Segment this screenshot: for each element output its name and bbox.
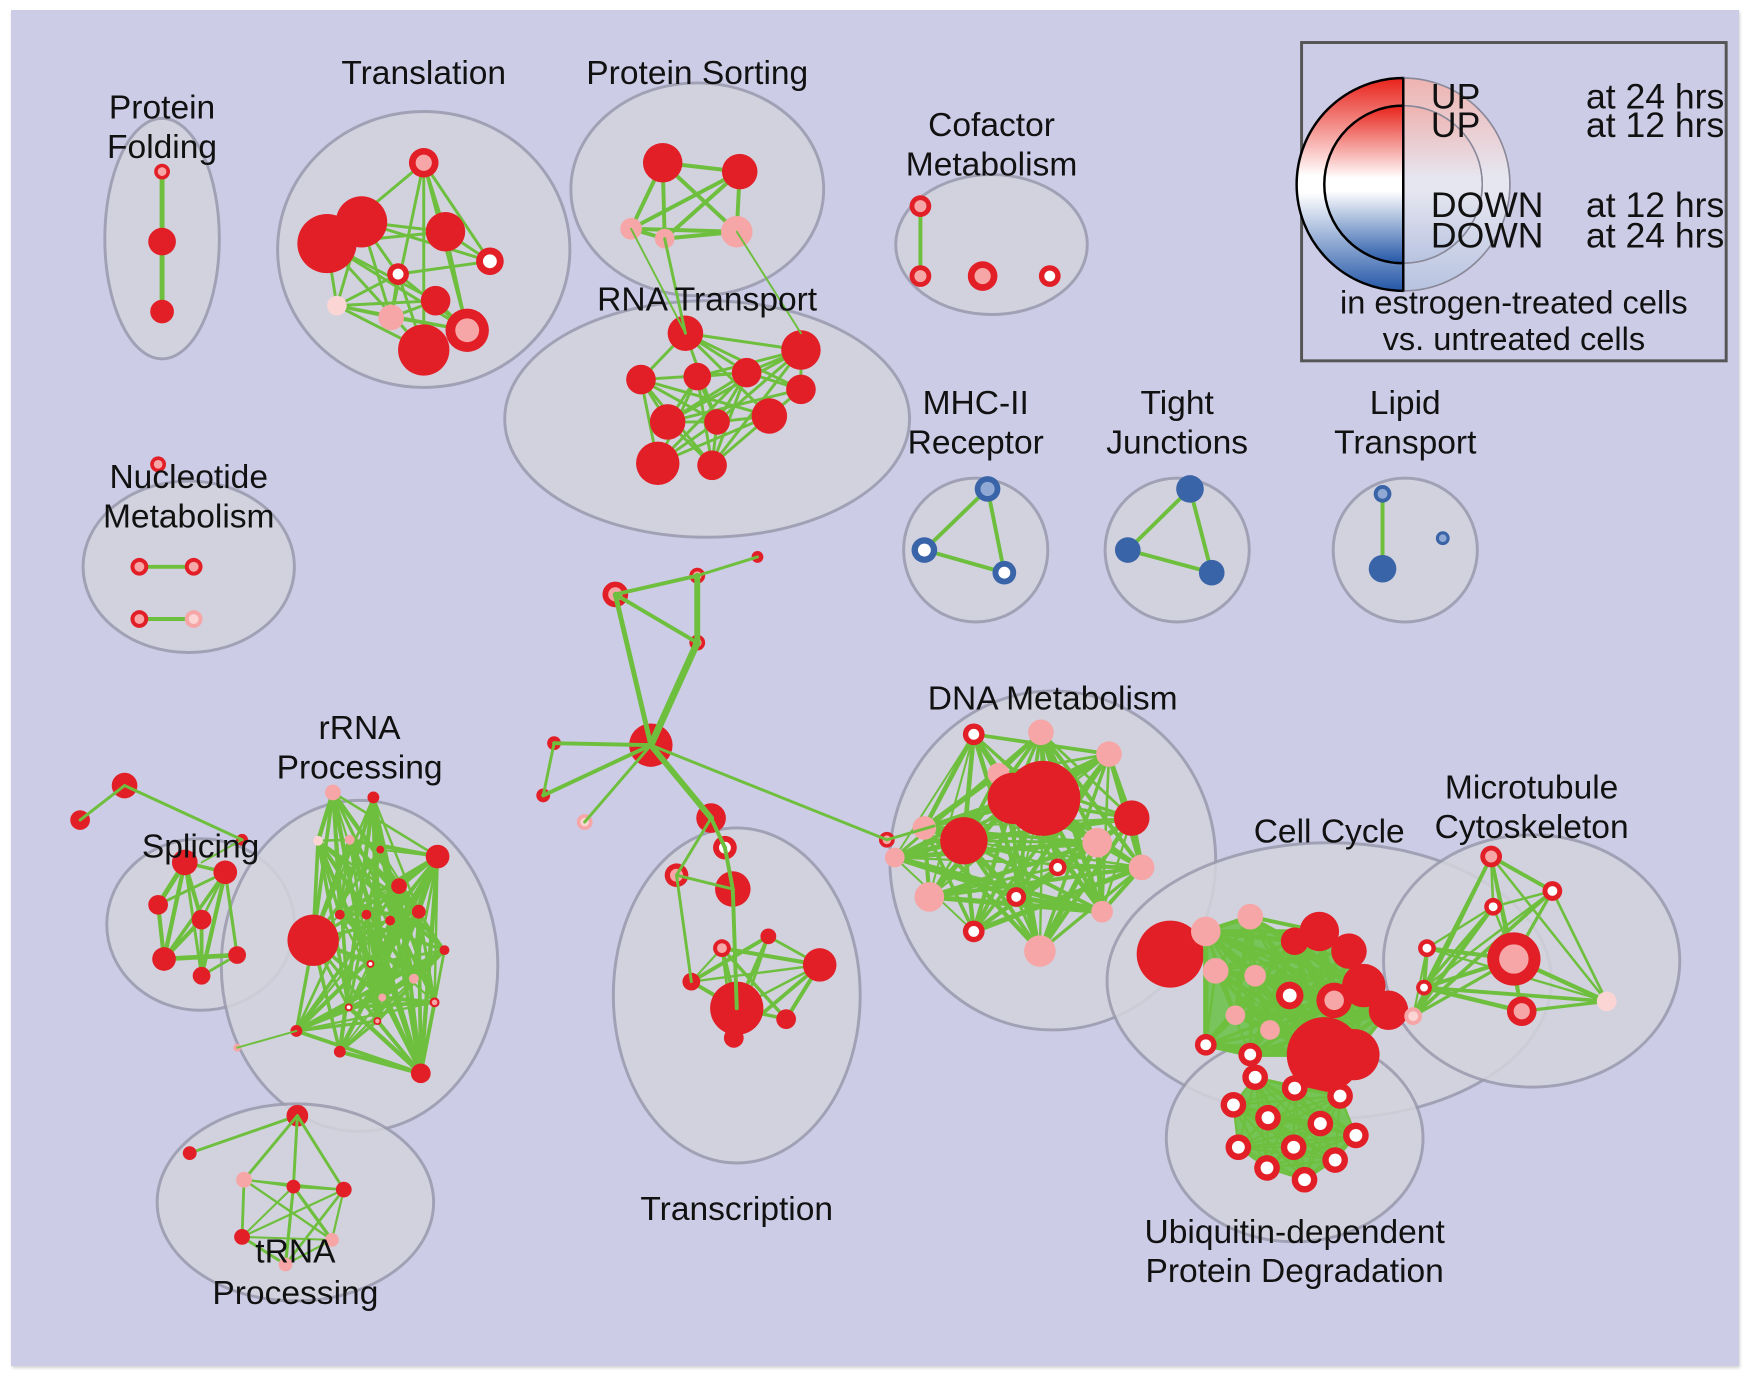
svg-text:Junctions: Junctions — [1106, 424, 1248, 461]
svg-text:DOWN: DOWN — [1431, 216, 1544, 256]
svg-text:Cytoskeleton: Cytoskeleton — [1435, 809, 1629, 846]
svg-text:Transport: Transport — [1334, 424, 1477, 461]
svg-text:Receptor: Receptor — [908, 424, 1044, 461]
svg-text:Cell Cycle: Cell Cycle — [1254, 814, 1405, 851]
svg-text:at 12 hrs: at 12 hrs — [1586, 105, 1724, 145]
svg-text:at 24 hrs: at 24 hrs — [1586, 216, 1724, 256]
svg-text:Nucleotide: Nucleotide — [109, 459, 268, 496]
svg-text:UP: UP — [1431, 105, 1480, 145]
svg-text:Protein Sorting: Protein Sorting — [586, 55, 808, 92]
svg-text:Protein Degradation: Protein Degradation — [1145, 1253, 1443, 1290]
svg-text:vs. untreated cells: vs. untreated cells — [1383, 321, 1646, 357]
svg-text:Folding: Folding — [107, 129, 217, 166]
svg-text:Processing: Processing — [277, 750, 443, 787]
svg-text:Tight: Tight — [1140, 385, 1214, 422]
svg-text:MHC-II: MHC-II — [923, 385, 1029, 422]
svg-text:in estrogen-treated cells: in estrogen-treated cells — [1340, 285, 1688, 321]
svg-text:Splicing: Splicing — [142, 829, 259, 866]
svg-text:Metabolism: Metabolism — [103, 498, 275, 535]
svg-text:DNA Metabolism: DNA Metabolism — [928, 681, 1178, 718]
svg-text:RNA Transport: RNA Transport — [597, 282, 818, 319]
svg-text:Protein: Protein — [109, 89, 215, 126]
svg-text:tRNA: tRNA — [255, 1234, 336, 1271]
svg-text:Transcription: Transcription — [640, 1191, 833, 1228]
svg-text:Processing: Processing — [212, 1275, 378, 1312]
svg-text:Microtubule: Microtubule — [1445, 769, 1618, 806]
svg-text:Metabolism: Metabolism — [906, 147, 1078, 184]
svg-text:rRNA: rRNA — [319, 710, 402, 747]
svg-text:Cofactor: Cofactor — [928, 107, 1055, 144]
svg-text:Lipid: Lipid — [1370, 385, 1441, 422]
svg-text:Translation: Translation — [341, 55, 506, 92]
svg-text:Ubiquitin-dependent: Ubiquitin-dependent — [1145, 1214, 1446, 1251]
